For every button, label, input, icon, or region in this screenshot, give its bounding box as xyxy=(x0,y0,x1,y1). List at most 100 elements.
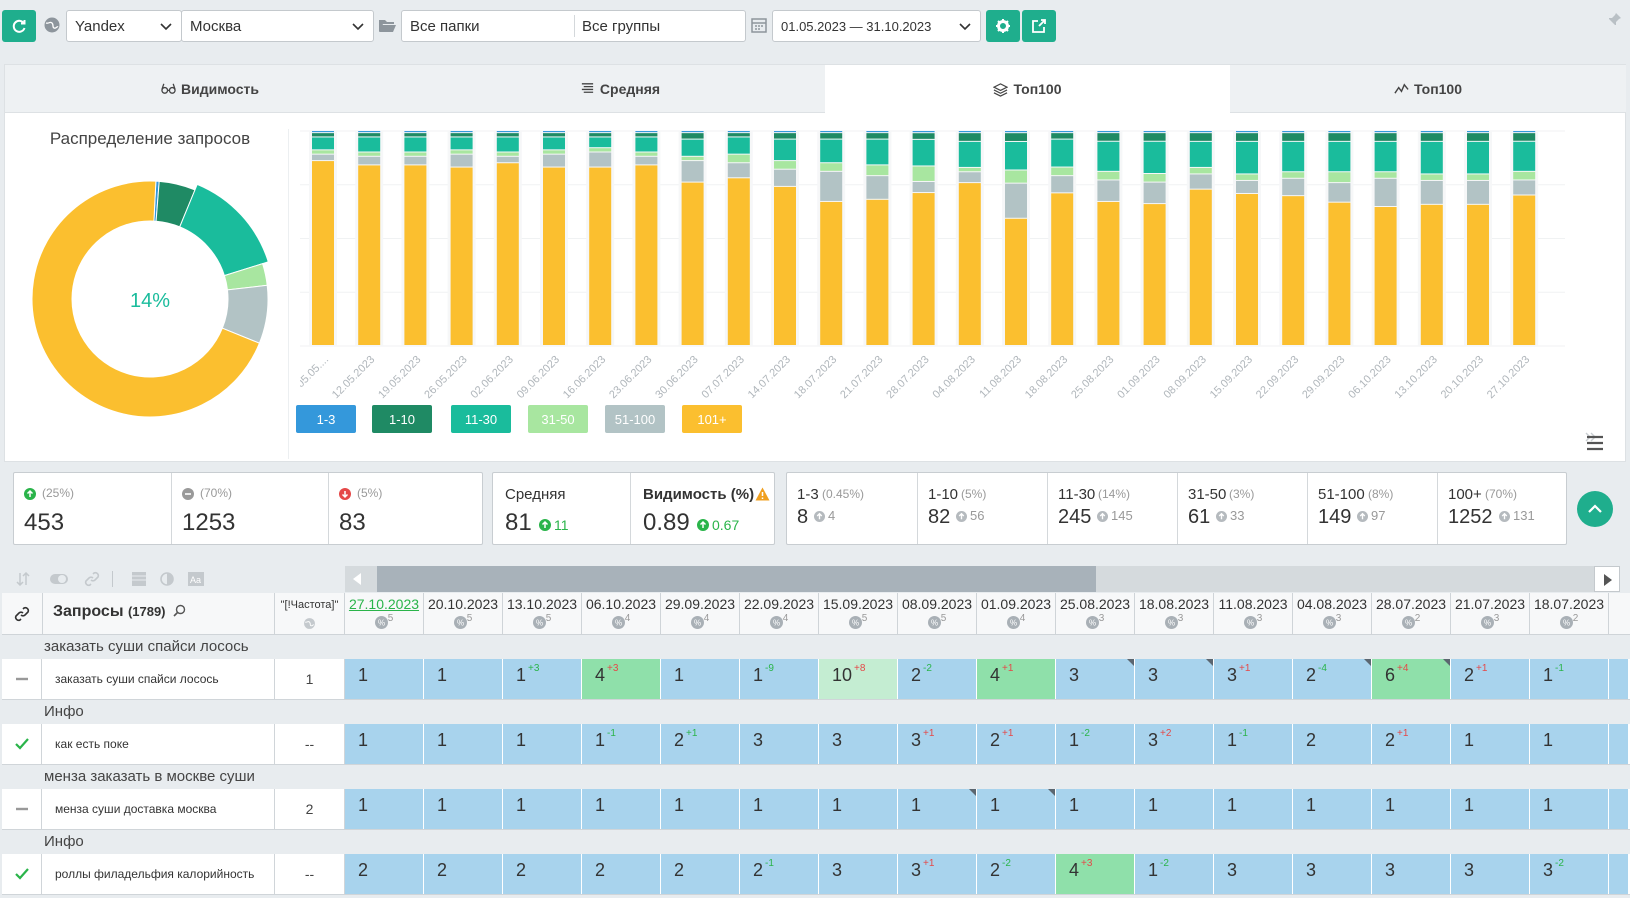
date-column-header[interactable]: 20.10.2023% 5 xyxy=(424,593,503,635)
horizontal-scrollbar[interactable] xyxy=(345,566,1620,592)
bar-segment-1-3[interactable] xyxy=(912,131,935,133)
date-column-header[interactable]: 22.09.2023% 4 xyxy=(740,593,819,635)
folder-group-selector[interactable]: Все папки Все группы xyxy=(401,10,746,42)
bar-segment-1-10[interactable] xyxy=(1374,133,1397,141)
bar-segment-11-30[interactable] xyxy=(404,137,427,152)
bar-segment-1-10[interactable] xyxy=(450,133,473,137)
bar-segment-1-3[interactable] xyxy=(450,131,473,133)
position-cell[interactable]: 3 +1 xyxy=(898,854,977,894)
bar-stack[interactable] xyxy=(771,131,799,346)
position-cell[interactable]: 2 -2 xyxy=(898,659,977,699)
bar-segment-31-50[interactable] xyxy=(1282,172,1305,178)
menu-icon[interactable] xyxy=(1586,435,1604,451)
bar-stack[interactable] xyxy=(1464,131,1492,346)
position-cell[interactable]: 1 -1 xyxy=(1214,724,1293,764)
link-column-header[interactable] xyxy=(2,593,43,635)
bar-segment-1-10[interactable] xyxy=(1467,133,1489,141)
position-cell[interactable]: 1 xyxy=(345,789,424,829)
bar-segment-11-30[interactable] xyxy=(681,139,704,156)
bar-segment-101+[interactable] xyxy=(866,199,889,345)
bar-segment-1-3[interactable] xyxy=(589,131,612,133)
bar-segment-1-3[interactable] xyxy=(543,131,565,133)
position-cell[interactable]: 2 +1 xyxy=(661,724,740,764)
bar-stack[interactable] xyxy=(401,131,430,346)
legend-item-31-50[interactable]: 31-50 xyxy=(528,405,588,433)
bar-segment-101+[interactable] xyxy=(727,178,750,345)
bar-segment-1-3[interactable] xyxy=(820,131,843,133)
position-cell[interactable]: 3 xyxy=(740,724,819,764)
bar-segment-1-10[interactable] xyxy=(958,133,981,141)
bar-segment-11-30[interactable] xyxy=(589,137,612,148)
bar-segment-51-100[interactable] xyxy=(1143,182,1166,204)
position-cell[interactable]: 1 xyxy=(582,789,661,829)
note-marker[interactable] xyxy=(1206,659,1213,666)
bar-segment-1-10[interactable] xyxy=(820,133,843,139)
bar-segment-1-10[interactable] xyxy=(404,133,427,137)
scroll-left-icon[interactable] xyxy=(353,573,363,585)
position-cell[interactable]: 1 -1 xyxy=(582,724,661,764)
bar-segment-101+[interactable] xyxy=(820,201,843,345)
bar-stack[interactable] xyxy=(493,131,522,346)
date-column-header[interactable]: 06.10.2023% 4 xyxy=(582,593,661,635)
bar-segment-51-100[interactable] xyxy=(1282,178,1305,196)
bar-segment-51-100[interactable] xyxy=(1189,174,1212,189)
position-cell[interactable]: 3 +1 xyxy=(898,724,977,764)
bar-segment-31-50[interactable] xyxy=(681,156,704,161)
bar-segment-51-100[interactable] xyxy=(1005,183,1027,218)
table-row[interactable]: как есть поке -- 1 1 1 1 -1 2 +1 3 3 3 +1 2 +1 1 -2 3 +2 1-… xyxy=(2,724,1630,765)
bar-segment-1-3[interactable] xyxy=(496,131,519,133)
date-column-header[interactable]: 27.10.2023% 5 xyxy=(345,593,424,635)
position-cell[interactable]: 1 xyxy=(1214,789,1293,829)
bar-segment-51-100[interactable] xyxy=(543,154,565,167)
bar-segment-1-10[interactable] xyxy=(1097,133,1120,141)
position-cell[interactable]: 1 xyxy=(740,789,819,829)
bar-segment-101+[interactable] xyxy=(1420,204,1443,345)
bar-segment-1-3[interactable] xyxy=(358,131,381,133)
folders-value[interactable]: Все папки xyxy=(410,18,480,35)
bar-segment-101+[interactable] xyxy=(358,165,381,345)
bar-segment-31-50[interactable] xyxy=(450,150,473,154)
tab-visibility[interactable]: Видимость xyxy=(5,65,415,113)
position-cell[interactable]: 1 xyxy=(345,724,424,764)
position-cell[interactable]: 1 xyxy=(1451,789,1530,829)
bar-segment-1-10[interactable] xyxy=(635,133,658,137)
region-select[interactable]: Москва xyxy=(181,10,374,42)
legend-item-1-3[interactable]: 1-3 xyxy=(296,405,356,433)
note-marker[interactable] xyxy=(1443,659,1450,666)
bar-segment-51-100[interactable] xyxy=(589,152,612,167)
position-cell[interactable]: 1 xyxy=(1530,789,1609,829)
position-cell[interactable]: 2 +1 xyxy=(1451,659,1530,699)
date-column-header[interactable]: 08.09.2023% 5 xyxy=(898,593,977,635)
bar-segment-11-30[interactable] xyxy=(1097,141,1120,171)
bar-segment-51-100[interactable] xyxy=(1236,180,1258,193)
bar-stack[interactable] xyxy=(1140,131,1169,346)
bar-segment-11-30[interactable] xyxy=(958,141,981,167)
bar-segment-11-30[interactable] xyxy=(774,139,796,161)
bar-stack[interactable] xyxy=(909,131,938,346)
position-cell[interactable]: 4 +3 xyxy=(582,659,661,699)
position-cell[interactable]: 2 xyxy=(582,854,661,894)
bar-segment-11-30[interactable] xyxy=(1005,141,1027,170)
position-cell[interactable]: 3 xyxy=(819,724,898,764)
bar-segment-11-30[interactable] xyxy=(1374,141,1397,172)
bar-segment-101+[interactable] xyxy=(404,165,427,345)
row-status[interactable] xyxy=(2,724,42,764)
bar-segment-1-3[interactable] xyxy=(1513,131,1536,133)
tab-top100-distribution[interactable]: Топ100 xyxy=(825,65,1230,113)
bar-stack[interactable] xyxy=(1279,131,1308,346)
bar-segment-1-3[interactable] xyxy=(1236,131,1258,133)
bar-segment-51-100[interactable] xyxy=(1051,176,1074,193)
group-header-row[interactable]: Инфо xyxy=(2,830,1630,854)
date-column-header[interactable]: 13.10.2023% 5 xyxy=(503,593,582,635)
contrast-icon[interactable] xyxy=(160,572,174,586)
row-status[interactable] xyxy=(2,789,42,829)
bar-segment-1-3[interactable] xyxy=(1374,131,1397,133)
bar-segment-11-30[interactable] xyxy=(1282,141,1305,172)
bar-segment-101+[interactable] xyxy=(1051,193,1074,345)
date-column-header[interactable]: 04.08.2023% 3 xyxy=(1293,593,1372,635)
position-cell[interactable] xyxy=(1609,724,1629,764)
date-column-header[interactable]: 15.09.2023% 5 xyxy=(819,593,898,635)
bar-segment-51-100[interactable] xyxy=(774,169,796,186)
bar-segment-51-100[interactable] xyxy=(1374,178,1397,207)
note-marker[interactable] xyxy=(969,789,976,796)
